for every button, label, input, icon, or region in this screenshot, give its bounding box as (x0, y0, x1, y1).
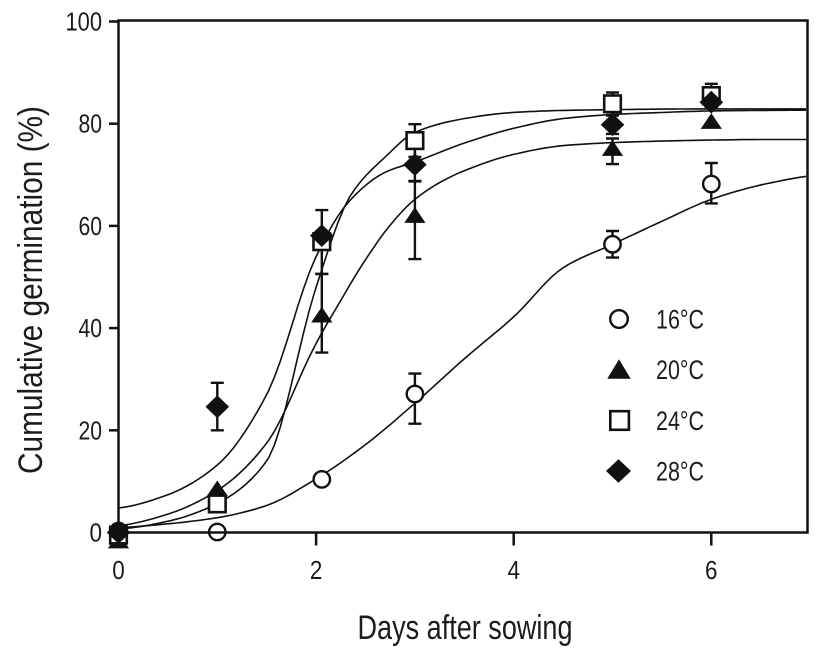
svg-text:28°C: 28°C (656, 457, 704, 487)
svg-text:100: 100 (66, 7, 103, 37)
svg-text:0: 0 (90, 518, 103, 548)
svg-text:Cumulative germination (%): Cumulative germination (%) (12, 106, 50, 474)
svg-text:20: 20 (79, 415, 103, 445)
svg-text:80: 80 (79, 109, 103, 139)
svg-text:6: 6 (705, 555, 718, 585)
svg-text:20°C: 20°C (656, 355, 704, 385)
svg-text:60: 60 (79, 211, 103, 241)
svg-text:24°C: 24°C (656, 406, 704, 436)
svg-text:4: 4 (507, 555, 520, 585)
svg-text:40: 40 (79, 313, 103, 343)
svg-text:2: 2 (310, 555, 323, 585)
svg-text:Days after sowing: Days after sowing (358, 609, 573, 647)
svg-text:16°C: 16°C (656, 305, 704, 335)
svg-text:0: 0 (112, 555, 125, 585)
